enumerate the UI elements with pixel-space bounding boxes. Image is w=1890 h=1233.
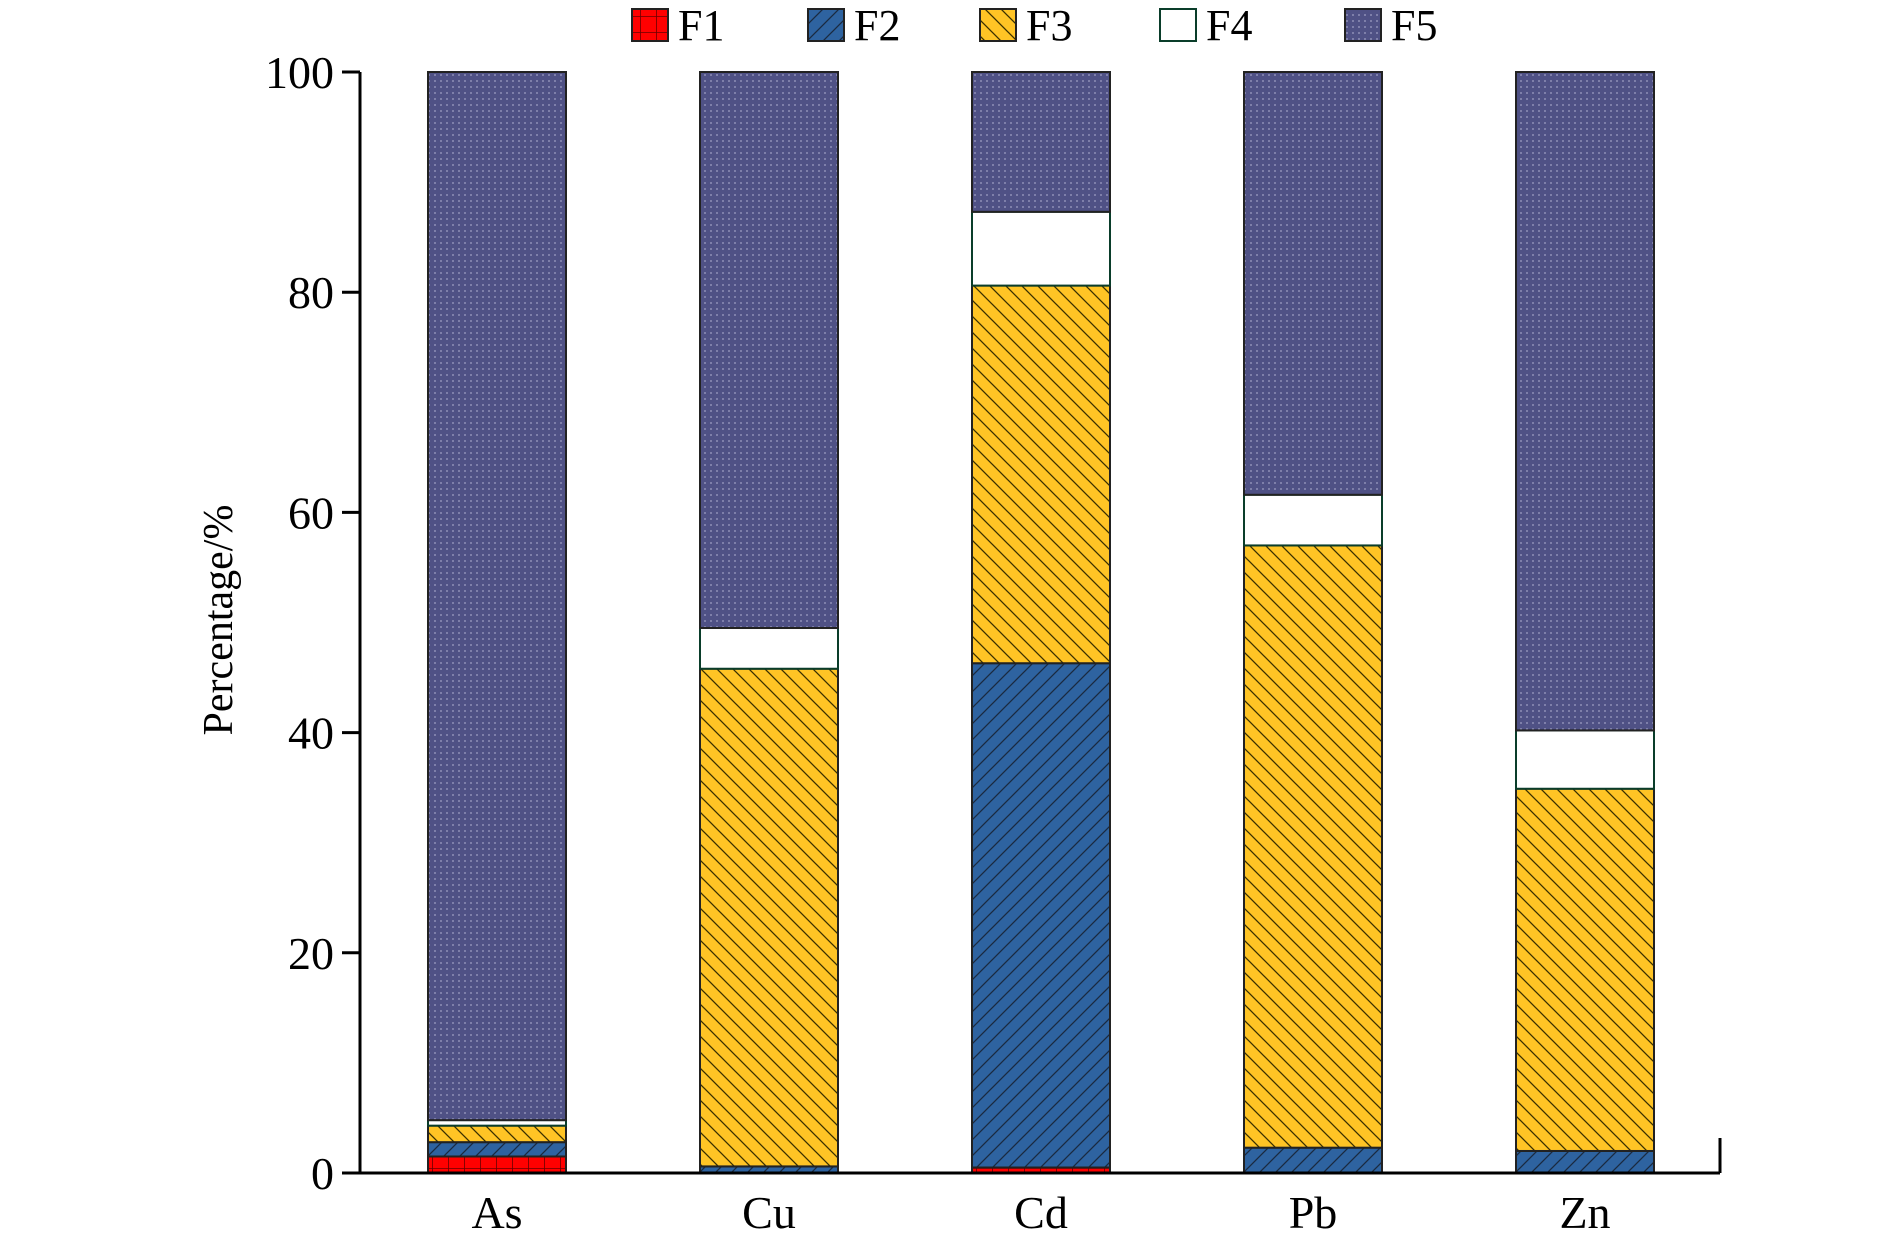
y-tick-label-20: 20: [288, 928, 334, 979]
legend-item-f5: F5: [1344, 1, 1437, 50]
legend-swatch-f4: [1159, 8, 1197, 42]
legend-item-f1: F1: [631, 1, 724, 50]
x-tick-label-zn: Zn: [1559, 1187, 1610, 1233]
y-tick-label-60: 60: [288, 487, 334, 538]
y-axis-title: Percentage/%: [196, 505, 242, 736]
y-tick-label-80: 80: [288, 267, 334, 318]
bar-as-f1: [427, 1155, 567, 1174]
bars: As Cu Cd Pb Zn: [427, 71, 1655, 1233]
bar-pb-f5: [1243, 71, 1383, 496]
x-tick-label-as: As: [471, 1187, 522, 1233]
bar-zn-f2: [1515, 1149, 1655, 1174]
bar-zn-f4: [1515, 729, 1655, 790]
bar-pb-f4: [1243, 493, 1383, 547]
legend-swatch-f5: [1344, 8, 1382, 42]
bar-pb-f3: [1243, 544, 1383, 1149]
bar-cd-f3: [971, 284, 1111, 665]
legend-swatch-f3: [979, 8, 1017, 42]
axes: 0 20 40 60 80 100: [265, 47, 1722, 1199]
x-tick-label-cu: Cu: [742, 1187, 796, 1233]
bar-cd-f5: [971, 71, 1111, 213]
bar-cu-f5: [699, 71, 839, 630]
y-tick-label-40: 40: [288, 708, 334, 759]
y-tick-label-100: 100: [265, 47, 334, 98]
x-tick-label-pb: Pb: [1289, 1187, 1338, 1233]
legend-item-f3: F3: [979, 1, 1072, 50]
bar-as-f5: [427, 71, 567, 1122]
legend-label-f5: F5: [1391, 1, 1437, 50]
bar-as-f2: [427, 1141, 567, 1158]
bar-cd-f2: [971, 662, 1111, 1169]
legend: F1 F2 F3 F4 F5: [631, 1, 1437, 50]
legend-item-f4: F4: [1159, 1, 1252, 50]
legend-label-f4: F4: [1206, 1, 1252, 50]
bar-cu-f3: [699, 667, 839, 1168]
y-tick-label-0: 0: [311, 1148, 334, 1199]
legend-label-f3: F3: [1026, 1, 1072, 50]
bar-pb-f2: [1243, 1146, 1383, 1175]
x-tick-label-cd: Cd: [1014, 1187, 1068, 1233]
bar-as-f3: [427, 1124, 567, 1144]
legend-swatch-f2: [807, 8, 845, 42]
bar-zn-f5: [1515, 71, 1655, 732]
legend-swatch-f1: [631, 8, 669, 42]
legend-label-f2: F2: [854, 1, 900, 50]
bar-cd-f4: [971, 210, 1111, 287]
bar-cu-f4: [699, 627, 839, 670]
legend-item-f2: F2: [807, 1, 900, 50]
bar-zn-f3: [1515, 787, 1655, 1152]
legend-label-f1: F1: [678, 1, 724, 50]
